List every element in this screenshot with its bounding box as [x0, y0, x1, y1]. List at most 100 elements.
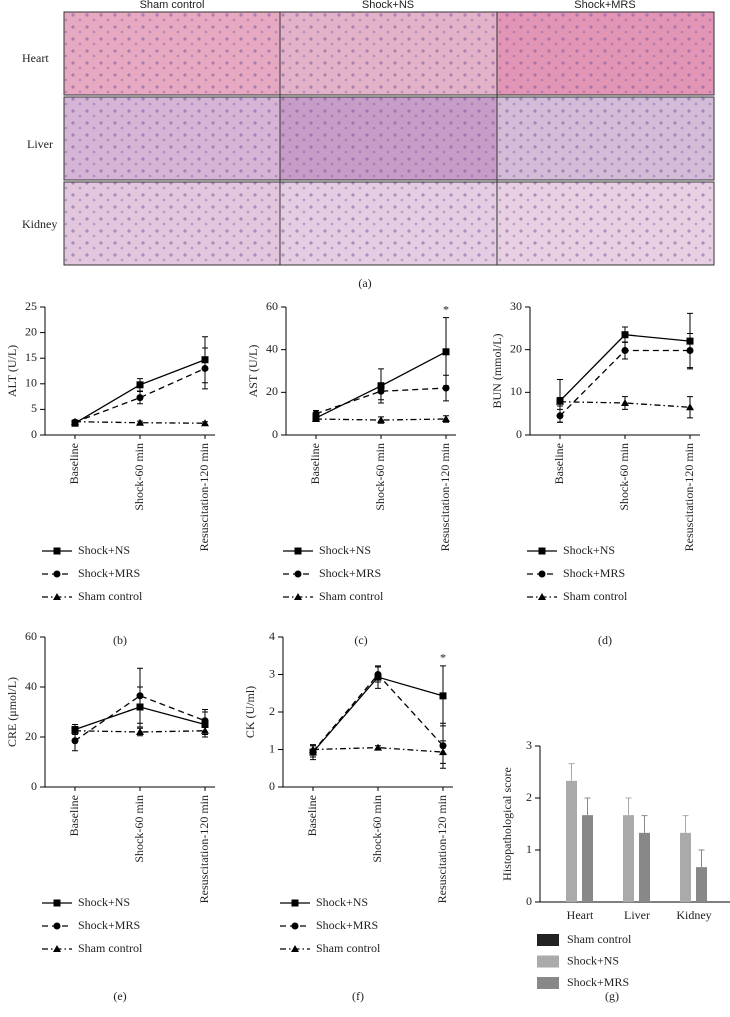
- marker: [71, 726, 79, 734]
- x-tick-label: Shock-60 min: [617, 443, 631, 511]
- marker: [538, 593, 546, 600]
- y-tick-label: 1: [269, 741, 275, 755]
- row-header: Kidney: [22, 217, 57, 231]
- y-tick-label: 60: [266, 299, 278, 313]
- panel-label: (d): [598, 633, 612, 647]
- marker: [377, 387, 385, 395]
- marker: [201, 717, 209, 725]
- y-axis-label: Histopathological score: [500, 767, 514, 881]
- marker: [686, 347, 694, 355]
- legend-label: Shock+MRS: [78, 566, 140, 580]
- x-tick-label: Resuscitation-120 min: [435, 795, 449, 903]
- legend-label: Shock+NS: [316, 895, 368, 909]
- y-tick-label: 5: [31, 401, 37, 415]
- legend-label: Shock+NS: [78, 543, 130, 557]
- marker: [291, 899, 299, 907]
- y-tick-label: 20: [25, 324, 37, 338]
- bar: [582, 815, 593, 902]
- marker: [556, 397, 564, 405]
- legend-swatch: [537, 934, 559, 946]
- y-axis-label: ALT (U/L): [5, 345, 19, 397]
- y-tick-label: 20: [510, 341, 522, 355]
- micrographs: Sham control Shock+NS Shock+MRS Heart Li…: [22, 0, 715, 290]
- legend-label: Shock+MRS: [319, 566, 381, 580]
- marker: [442, 348, 450, 356]
- y-tick-label: 20: [25, 729, 37, 743]
- y-tick-label: 10: [25, 376, 37, 390]
- panel-label: (e): [113, 989, 126, 1003]
- marker: [556, 412, 564, 420]
- y-tick-label: 40: [266, 341, 278, 355]
- y-tick-label: 40: [25, 679, 37, 693]
- column-header: Shock+NS: [362, 0, 414, 11]
- marker: [442, 415, 450, 422]
- series-line: [312, 746, 444, 753]
- legend-label: Shock+NS: [563, 543, 615, 557]
- column-header: Shock+MRS: [574, 0, 635, 11]
- panel-label: (g): [605, 989, 619, 1003]
- error-bar: [641, 815, 648, 833]
- series-line: [74, 421, 206, 424]
- y-axis-label: BUN (mmol/L): [490, 334, 504, 409]
- error-bar: [584, 797, 591, 816]
- marker: [53, 593, 61, 600]
- x-tick-label: Baseline: [67, 795, 81, 836]
- legend-label: Shock+MRS: [316, 918, 378, 932]
- marker: [294, 570, 302, 578]
- bar: [639, 832, 650, 902]
- y-tick-label: 3: [269, 666, 275, 680]
- y-tick-label: 2: [269, 704, 275, 718]
- series-line: [315, 387, 447, 415]
- x-tick-label: Resuscitation-120 min: [197, 443, 211, 551]
- marker: [538, 547, 546, 555]
- marker: [374, 671, 382, 678]
- y-tick-label: 0: [516, 427, 522, 441]
- y-tick-label: 60: [25, 629, 37, 643]
- legend-label: Sham control: [319, 589, 384, 603]
- marker: [621, 347, 629, 355]
- bar: [566, 780, 577, 902]
- x-tick-label: Baseline: [67, 443, 81, 484]
- legend-label: Shock+NS: [78, 895, 130, 909]
- annotation: *: [440, 651, 446, 665]
- y-tick-label: 3: [526, 738, 532, 752]
- y-tick-label: 0: [269, 779, 275, 793]
- series-line: [74, 367, 206, 423]
- series-line: [74, 695, 206, 742]
- y-tick-label: 0: [526, 894, 532, 908]
- panel-label: (b): [113, 633, 127, 647]
- marker: [294, 593, 302, 600]
- row-header: Liver: [27, 137, 53, 151]
- y-tick-label: 20: [266, 384, 278, 398]
- panel-label: (a): [358, 276, 371, 290]
- legend-label: Sham control: [78, 941, 143, 955]
- marker: [136, 394, 144, 402]
- marker: [377, 416, 385, 424]
- panel-label: (f): [352, 989, 364, 1003]
- marker: [291, 945, 299, 952]
- marker: [136, 381, 144, 389]
- x-tick-label: Resuscitation-120 min: [438, 443, 452, 551]
- marker: [374, 743, 382, 751]
- error-bar: [682, 815, 689, 833]
- row-header: Heart: [22, 51, 49, 65]
- legend-label: Sham control: [563, 589, 628, 603]
- marker: [294, 547, 302, 555]
- bar: [623, 815, 634, 902]
- marker: [291, 922, 299, 930]
- y-tick-label: 4: [269, 629, 275, 643]
- series-line: [559, 401, 691, 408]
- legend-label: Shock+NS: [319, 543, 371, 557]
- marker: [621, 331, 629, 339]
- x-tick-label: Shock-60 min: [132, 795, 146, 863]
- marker: [439, 748, 447, 756]
- marker: [201, 364, 209, 372]
- series-line: [315, 418, 447, 421]
- bar: [696, 867, 707, 902]
- x-tick-label: Liver: [624, 908, 650, 922]
- marker: [136, 418, 144, 426]
- y-axis-label: CRE (μmol/L): [5, 677, 19, 747]
- x-tick-label: Resuscitation-120 min: [197, 795, 211, 903]
- marker: [71, 417, 79, 425]
